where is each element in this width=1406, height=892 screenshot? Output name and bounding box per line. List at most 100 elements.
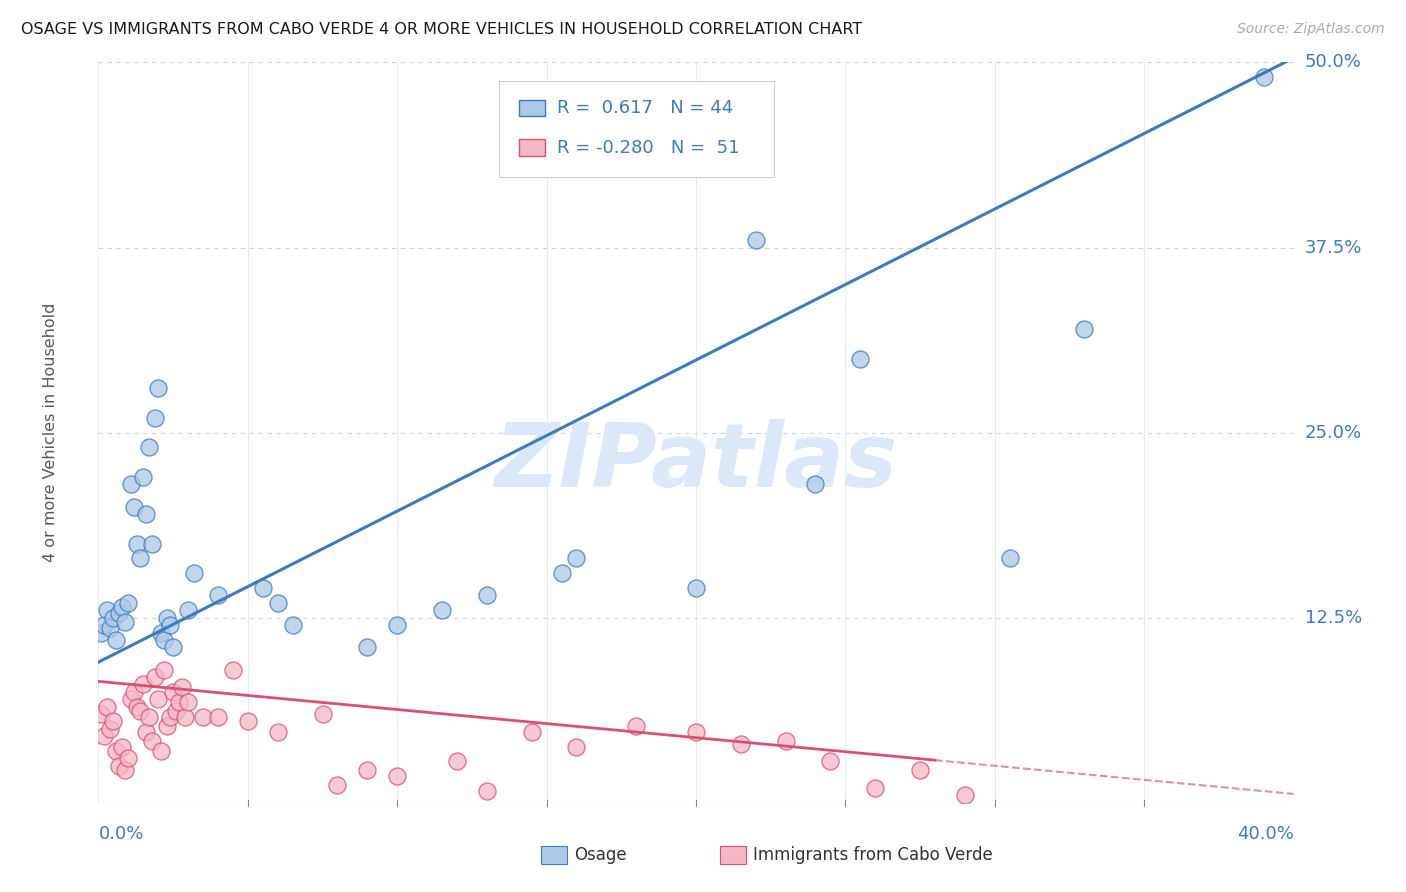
Point	[385, 769, 409, 783]
Point	[1253, 70, 1275, 85]
Point	[167, 695, 190, 709]
Text: 25.0%: 25.0%	[1305, 424, 1362, 442]
Point	[849, 351, 872, 366]
Point	[475, 784, 498, 798]
Point	[96, 603, 118, 617]
Point	[908, 763, 931, 777]
Point	[96, 699, 118, 714]
Text: R =  0.617   N = 44: R = 0.617 N = 44	[557, 99, 734, 118]
Point	[141, 536, 163, 550]
Point	[162, 685, 184, 699]
Point	[207, 589, 229, 603]
Point	[150, 625, 173, 640]
Text: 4 or more Vehicles in Household: 4 or more Vehicles in Household	[44, 303, 58, 562]
Point	[730, 737, 752, 751]
Point	[165, 704, 187, 718]
Point	[90, 625, 112, 640]
Text: 0.0%: 0.0%	[98, 825, 143, 843]
Text: Source: ZipAtlas.com: Source: ZipAtlas.com	[1237, 22, 1385, 37]
Point	[222, 663, 245, 677]
Point	[117, 596, 139, 610]
Point	[446, 755, 468, 769]
Text: 50.0%: 50.0%	[1305, 54, 1361, 71]
Point	[132, 470, 155, 484]
FancyBboxPatch shape	[499, 81, 773, 178]
Point	[430, 603, 453, 617]
Point	[267, 724, 290, 739]
Point	[356, 640, 378, 655]
Point	[108, 607, 131, 621]
Text: ZIPatlas: ZIPatlas	[495, 418, 897, 506]
Point	[311, 706, 333, 721]
Point	[90, 706, 112, 721]
Point	[207, 710, 229, 724]
Point	[98, 722, 122, 736]
Point	[143, 670, 166, 684]
Point	[550, 566, 572, 581]
Point	[626, 719, 648, 733]
Point	[111, 600, 134, 615]
Point	[745, 233, 768, 247]
Point	[177, 695, 200, 709]
Point	[153, 663, 176, 677]
Point	[111, 739, 134, 754]
FancyBboxPatch shape	[541, 846, 567, 863]
Point	[105, 632, 128, 647]
Point	[120, 692, 142, 706]
Text: Immigrants from Cabo Verde: Immigrants from Cabo Verde	[754, 846, 993, 863]
Point	[138, 441, 160, 455]
Point	[117, 751, 139, 765]
Point	[775, 733, 797, 747]
Point	[138, 710, 160, 724]
Text: 12.5%: 12.5%	[1305, 608, 1362, 627]
Point	[93, 729, 115, 743]
Point	[129, 551, 152, 566]
Point	[385, 618, 409, 632]
Text: OSAGE VS IMMIGRANTS FROM CABO VERDE 4 OR MORE VEHICLES IN HOUSEHOLD CORRELATION : OSAGE VS IMMIGRANTS FROM CABO VERDE 4 OR…	[21, 22, 862, 37]
Point	[685, 724, 707, 739]
Point	[685, 581, 707, 595]
Point	[132, 677, 155, 691]
Point	[135, 507, 157, 521]
Point	[150, 744, 173, 758]
Point	[127, 536, 149, 550]
Point	[953, 789, 976, 803]
Point	[998, 551, 1021, 566]
Point	[135, 724, 157, 739]
Point	[114, 615, 136, 629]
Point	[120, 477, 142, 491]
Point	[520, 724, 543, 739]
Point	[236, 714, 259, 729]
Point	[141, 733, 163, 747]
Point	[172, 681, 194, 695]
Point	[183, 566, 205, 581]
Point	[565, 739, 588, 754]
FancyBboxPatch shape	[720, 846, 747, 863]
Point	[93, 618, 115, 632]
Point	[103, 610, 125, 624]
Point	[143, 410, 166, 425]
Text: R = -0.280   N =  51: R = -0.280 N = 51	[557, 138, 740, 157]
Point	[156, 719, 179, 733]
Point	[865, 780, 887, 795]
Point	[162, 640, 184, 655]
Point	[156, 610, 179, 624]
Point	[326, 778, 349, 792]
Point	[356, 763, 378, 777]
Point	[153, 632, 176, 647]
Point	[281, 618, 304, 632]
Point	[124, 500, 146, 514]
Point	[820, 755, 842, 769]
Point	[108, 758, 131, 772]
Point	[148, 381, 170, 395]
Point	[267, 596, 290, 610]
Point	[159, 710, 181, 724]
Point	[565, 551, 588, 566]
Text: Osage: Osage	[574, 846, 627, 863]
Text: 37.5%: 37.5%	[1305, 238, 1362, 257]
Point	[124, 685, 146, 699]
FancyBboxPatch shape	[519, 139, 546, 156]
Point	[148, 692, 170, 706]
Text: 40.0%: 40.0%	[1237, 825, 1294, 843]
Point	[127, 699, 149, 714]
